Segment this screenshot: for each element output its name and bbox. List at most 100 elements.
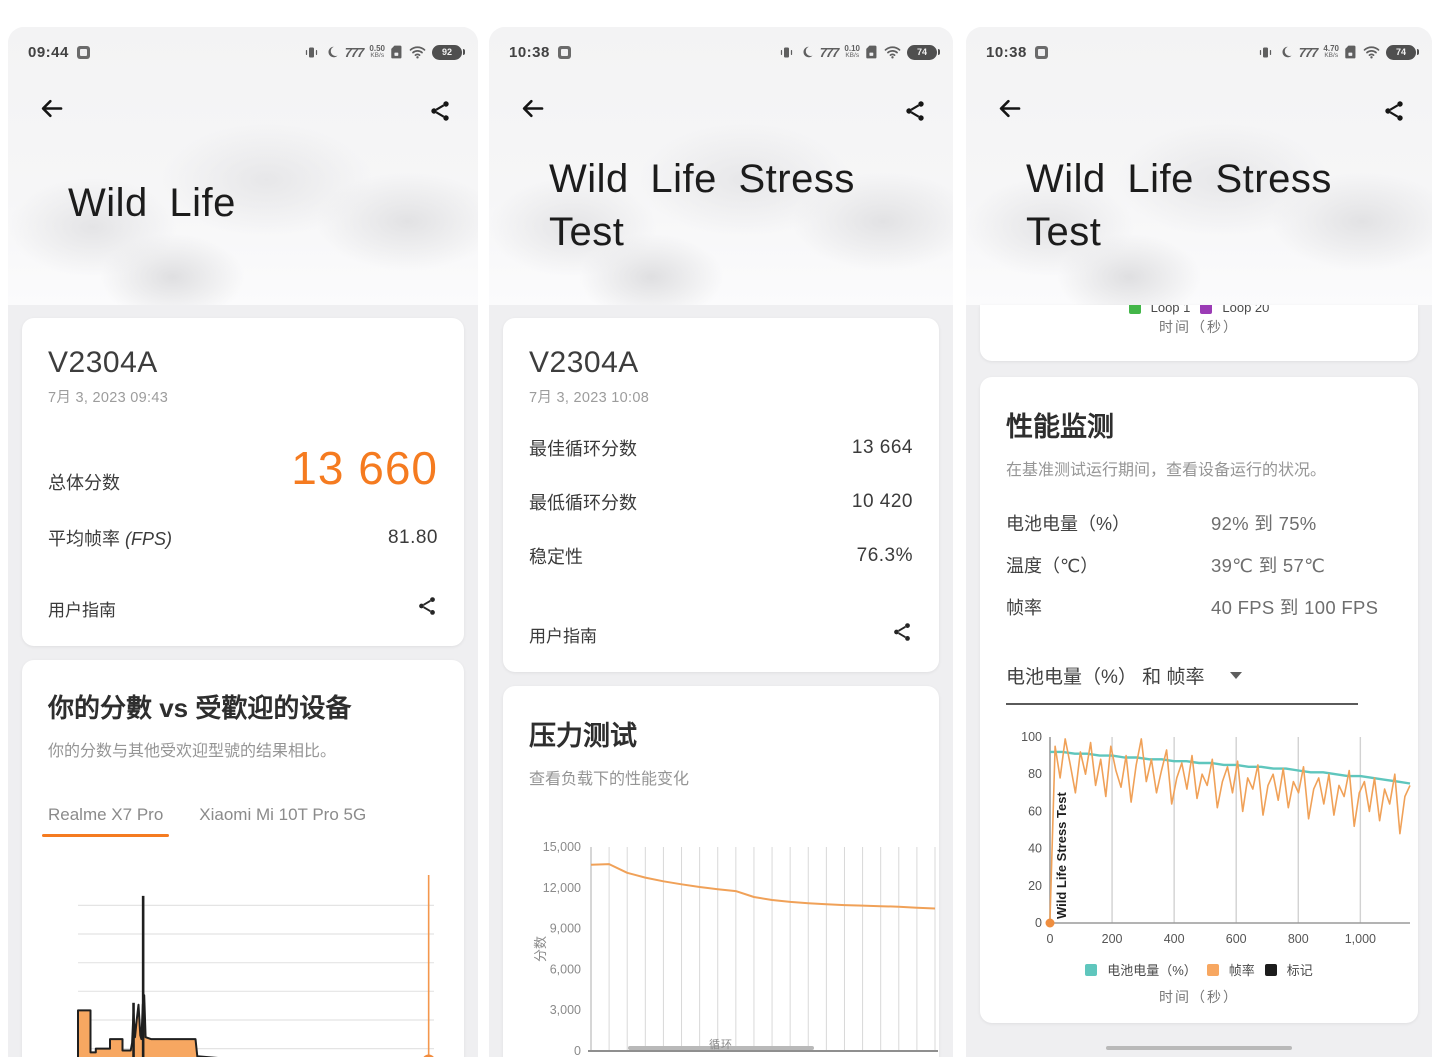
share-icon[interactable] <box>428 99 452 128</box>
temperature-stat-label: 温度（℃） <box>1006 556 1099 576</box>
svg-text:60: 60 <box>1028 804 1042 818</box>
screenshot-stress-test-scores: 10:38 777 0.10 KB/s 74 Wild Life Stress T… <box>489 27 953 1057</box>
best-loop-value: 13 664 <box>851 437 913 458</box>
notification-icon <box>1034 45 1048 59</box>
status-bar: 10:38 777 0.10 KB/s 74 <box>489 27 953 67</box>
avg-fps-label: 平均帧率 (FPS) <box>48 529 173 549</box>
stability-label: 稳定性 <box>529 547 583 567</box>
overall-score-value: 13 660 <box>291 442 438 494</box>
network-speed: 4.70 KB/s <box>1323 43 1339 59</box>
back-arrow-icon[interactable] <box>996 95 1023 127</box>
battery-indicator: 74 <box>907 44 940 60</box>
previous-chart-card-fragment: Loop 1 Loop 20 时间（秒） <box>980 305 1418 361</box>
battery-indicator: 74 <box>1386 44 1419 60</box>
monitor-subtitle: 在基准测试运行期间，查看设备运行的状况。 <box>1006 462 1327 479</box>
svg-text:12,000: 12,000 <box>543 881 581 895</box>
share-icon[interactable] <box>903 99 927 128</box>
svg-text:分数: 分数 <box>533 936 548 962</box>
battery-legend-swatch <box>1085 963 1098 976</box>
monitor-stats: 电池电量（%） 92% 到 75% 温度（℃） 39℃ 到 57℃ 帧率 40 … <box>1006 510 1392 620</box>
time-axis-label: 时间（秒） <box>1159 319 1239 335</box>
svg-text:400: 400 <box>1164 932 1185 946</box>
header-background <box>8 27 478 305</box>
svg-text:100: 100 <box>1021 730 1042 744</box>
result-date: 7月 3, 2023 09:43 <box>48 390 169 406</box>
network-speed: 0.50 KB/s <box>369 43 385 59</box>
sim-card-icon <box>391 45 402 59</box>
tab-realme-x7-pro[interactable]: Realme X7 Pro <box>41 805 170 837</box>
metric-selector-value: 电池电量（%） 和 帧率 <box>1006 667 1205 688</box>
wifi-icon <box>409 46 426 59</box>
compare-card: 你的分數 vs 受歡迎的设备 你的分数与其他受欢迎型號的结果相比。 Realme… <box>22 660 464 1057</box>
wifi-icon <box>884 46 901 59</box>
temperature-stat-value: 39℃ 到 57℃ <box>1211 555 1326 576</box>
wifi-icon <box>1363 46 1380 59</box>
status-bar: 09:44 777 0.50 KB/s 92 <box>8 27 478 67</box>
share-icon[interactable] <box>1382 99 1406 128</box>
battery-fps-chart: 0 20 40 60 80 100 0 200 400 600 800 1,000 Wild Life … <box>1006 729 1411 956</box>
share-result-icon[interactable] <box>891 621 913 648</box>
svg-text:0: 0 <box>1047 932 1054 946</box>
gesture-navigation-bar[interactable] <box>1106 1046 1292 1050</box>
vibrate-icon <box>1259 47 1271 57</box>
metric-selector-dropdown[interactable]: 电池电量（%） 和 帧率 <box>1006 662 1358 705</box>
network-speed: 0.10 KB/s <box>844 43 860 59</box>
stability-value: 76.3% <box>856 545 913 566</box>
loop1-legend-swatch <box>1128 305 1141 314</box>
page-title: Wild Life Stress Test <box>549 157 855 254</box>
svg-text:9,000: 9,000 <box>550 922 581 936</box>
svg-text:0: 0 <box>574 1044 581 1057</box>
monitor-chart-legend: 电池电量（%） 帧率 标记 <box>1006 960 1392 979</box>
svg-text:Wild Life Stress Test: Wild Life Stress Test <box>1054 792 1069 919</box>
device-tabs: Realme X7 Pro Xiaomi Mi 10T Pro 5G <box>41 805 438 837</box>
back-arrow-icon[interactable] <box>38 95 65 127</box>
status-time: 09:44 <box>28 43 69 61</box>
header-background <box>489 27 953 305</box>
sim-card-icon <box>1345 45 1356 59</box>
gesture-navigation-bar[interactable] <box>628 1046 814 1050</box>
user-guide-link[interactable]: 用户指南 <box>529 627 597 646</box>
best-loop-label: 最佳循环分数 <box>529 439 637 459</box>
header-background <box>966 27 1432 305</box>
screenshot-wild-life: 09:44 777 0.50 KB/s 92 Wild Life V2304A 7… <box>8 27 478 1057</box>
battery-indicator: 92 <box>432 44 465 60</box>
svg-text:40: 40 <box>1028 842 1042 856</box>
app-header: Wild Life <box>8 67 478 305</box>
svg-text:20: 20 <box>1028 879 1042 893</box>
page-title: Wild Life Stress Test <box>1026 157 1332 254</box>
svg-text:0: 0 <box>1035 916 1042 930</box>
marker-legend-label: 标记 <box>1286 963 1313 978</box>
network-mode-icon: 777 <box>819 44 840 60</box>
moon-icon <box>803 46 813 58</box>
battery-legend-label: 电池电量（%） <box>1107 963 1197 978</box>
user-guide-link[interactable]: 用户指南 <box>48 601 116 620</box>
stress-loop-chart: 03,0006,0009,00012,00015,000123456789101… <box>529 835 938 1057</box>
overall-score-label: 总体分数 <box>48 473 120 493</box>
network-mode-icon: 777 <box>1298 44 1319 60</box>
performance-monitor-card: 性能监测 在基准测试运行期间，查看设备运行的状况。 电池电量（%） 92% 到 … <box>980 377 1418 1023</box>
stress-chart-xlabel: 循环 <box>709 1039 733 1051</box>
share-result-icon[interactable] <box>416 595 438 622</box>
moon-icon <box>1282 46 1292 58</box>
battery-stat-label: 电池电量（%） <box>1006 514 1131 534</box>
framerate-stat-value: 40 FPS 到 100 FPS <box>1211 597 1379 618</box>
compare-subtitle: 你的分数与其他受欢迎型號的结果相比。 <box>48 743 337 760</box>
compare-title: 你的分數 vs 受歡迎的设备 <box>48 693 352 723</box>
screenshot-stress-test-monitoring: 10:38 777 4.70 KB/s 74 Wild Life Stress T… <box>966 27 1432 1057</box>
status-bar: 10:38 777 4.70 KB/s 74 <box>966 27 1432 67</box>
loop20-legend-label: Loop 20 <box>1222 305 1270 315</box>
result-date: 7月 3, 2023 10:08 <box>529 390 650 406</box>
svg-text:6,000: 6,000 <box>550 962 581 976</box>
stress-test-card: 压力测试 查看负载下的性能变化 0 3,000 6,000 9,000 12,000 15… <box>503 686 939 1057</box>
vibrate-icon <box>780 47 792 57</box>
loop20-legend-swatch <box>1200 305 1213 314</box>
battery-stat-value: 92% 到 75% <box>1211 513 1317 534</box>
tab-xiaomi-mi-10t-pro-5g[interactable]: Xiaomi Mi 10T Pro 5G <box>199 805 367 824</box>
app-header: Wild Life Stress Test <box>489 67 953 305</box>
status-time: 10:38 <box>509 43 550 61</box>
fps-legend-label: 帧率 <box>1228 963 1255 978</box>
svg-text:800: 800 <box>1288 932 1309 946</box>
notification-icon <box>557 45 571 59</box>
stress-subtitle: 查看负载下的性能变化 <box>529 771 690 788</box>
back-arrow-icon[interactable] <box>519 95 546 127</box>
